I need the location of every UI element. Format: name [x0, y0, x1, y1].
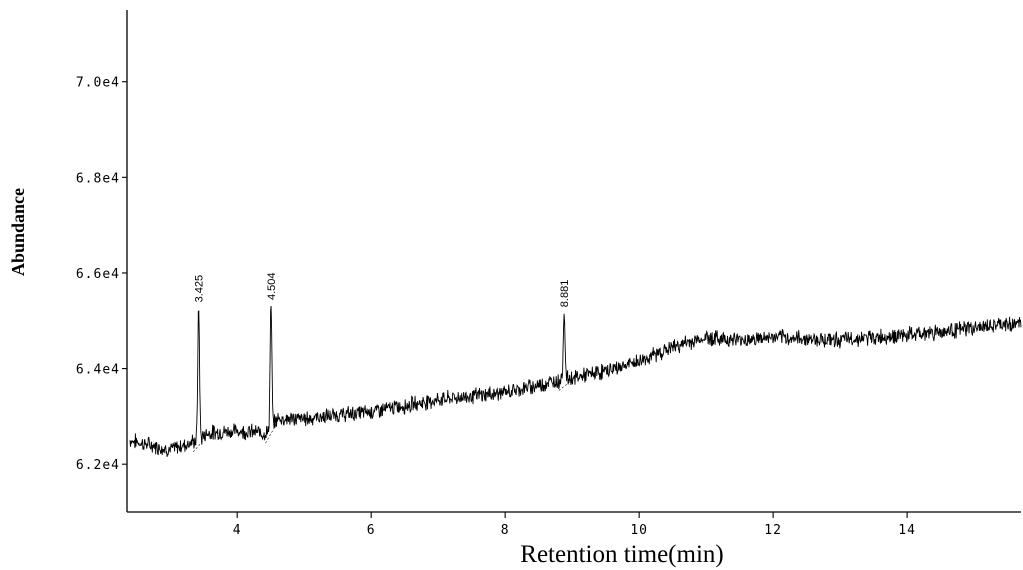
y-tick-label: 7.0e4: [76, 76, 120, 91]
y-tick-label: 6.8e4: [76, 171, 120, 186]
x-tick-label: 12: [764, 523, 782, 538]
y-tick-label: 6.2e4: [76, 458, 120, 473]
peak-baseline: [265, 424, 277, 444]
axes-group: 6.2e4 6.4e4 6.6e4 6.8e4 7.0e4 4 6 8 10 12 14: [76, 10, 1021, 538]
x-tick-label: 10: [630, 523, 648, 538]
peak-label: 3.425: [194, 275, 206, 303]
chromatogram-trace: [129, 305, 1022, 457]
x-tick-label: 8: [501, 523, 510, 538]
x-tick-label: 14: [898, 523, 916, 538]
peak-label: 8.881: [559, 280, 571, 308]
peak-group: 3.425 4.504 8.881: [193, 272, 571, 453]
x-axis-title: Retention time(min): [520, 541, 723, 568]
y-tick-label: 6.6e4: [76, 267, 120, 282]
x-tick-label: 6: [367, 523, 376, 538]
y-axis-title: Abundance: [8, 188, 28, 276]
peak-label: 4.504: [266, 272, 278, 300]
x-tick-label: 4: [233, 523, 242, 538]
chromatogram-trace-group: [129, 305, 1022, 457]
peak-baseline: [193, 439, 205, 453]
y-tick-label: 6.4e4: [76, 363, 120, 378]
